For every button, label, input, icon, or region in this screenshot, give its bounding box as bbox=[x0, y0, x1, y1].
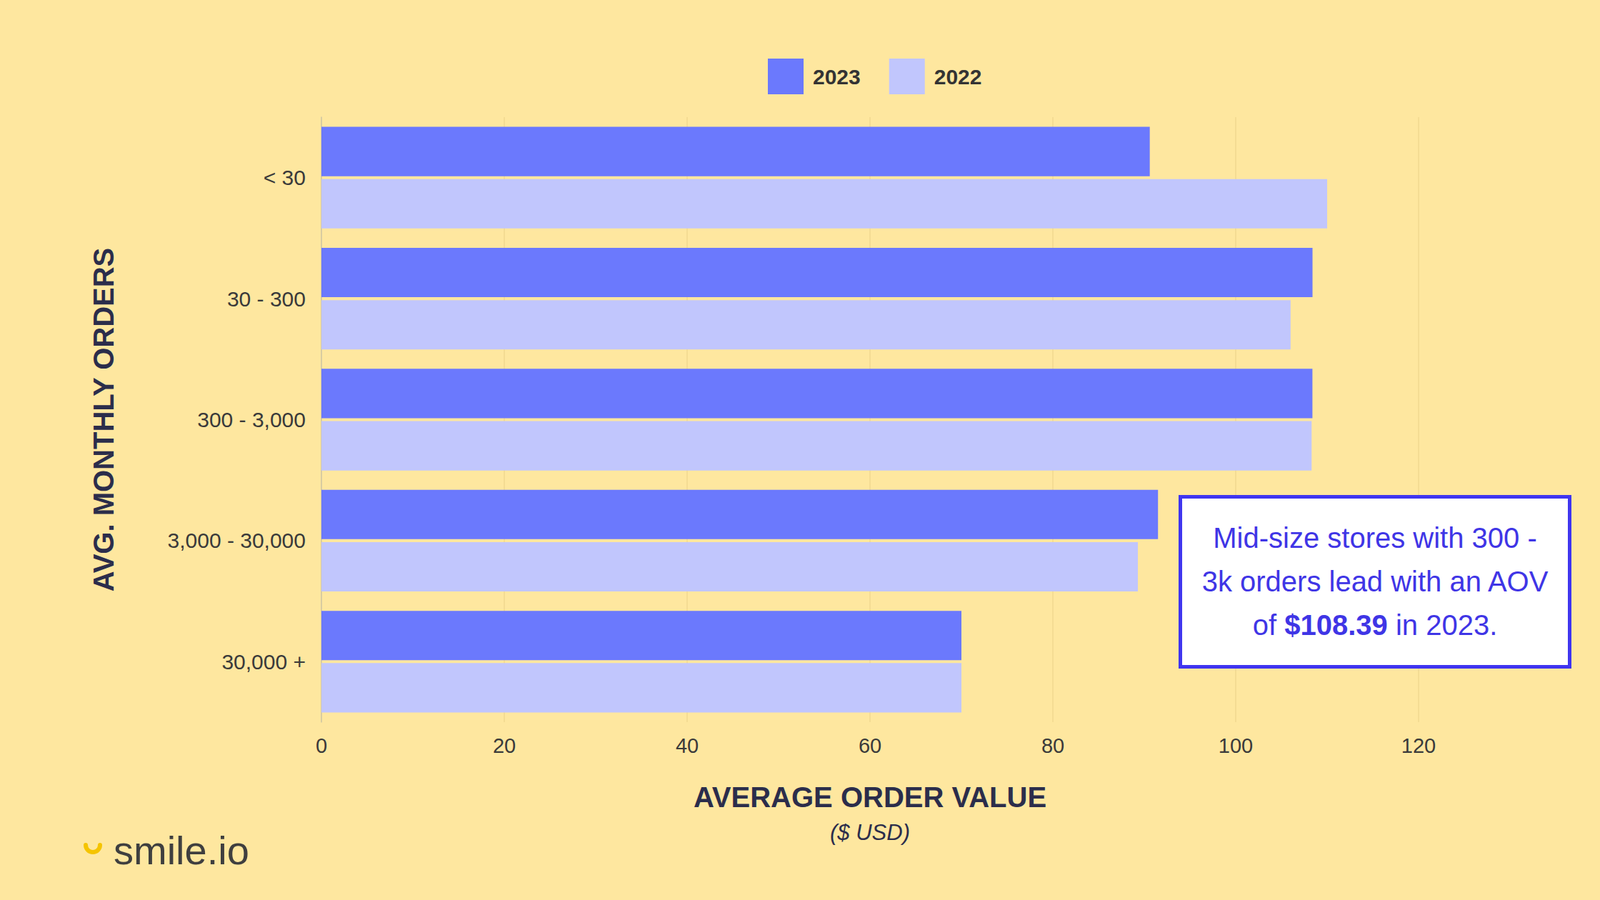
svg-text:60: 60 bbox=[858, 734, 882, 758]
svg-text:AVG. MONTHLY ORDERS: AVG. MONTHLY ORDERS bbox=[87, 247, 120, 593]
svg-text:($ USD): ($ USD) bbox=[830, 820, 910, 845]
html-text:Mid-size stores with 300 - 3k: Mid-size stores with 300 - 3k orders lea… bbox=[1201, 522, 1549, 641]
html-text:smile.io: smile.io bbox=[113, 827, 250, 873]
svg-text:20: 20 bbox=[492, 734, 516, 758]
svg-text:120: 120 bbox=[1401, 734, 1436, 758]
svg-text:3,000 - 30,000: 3,000 - 30,000 bbox=[167, 528, 307, 553]
svg-text:2023: 2023 bbox=[812, 65, 861, 89]
svg-text:30 - 300: 30 - 300 bbox=[227, 287, 306, 311]
svg-text:2022: 2022 bbox=[934, 65, 983, 89]
svg-text:0: 0 bbox=[315, 734, 328, 758]
svg-text:AVERAGE ORDER VALUE: AVERAGE ORDER VALUE bbox=[693, 781, 1047, 813]
svg-text:300 - 3,000: 300 - 3,000 bbox=[197, 407, 306, 432]
svg-text:80: 80 bbox=[1041, 734, 1065, 758]
svg-text:40: 40 bbox=[675, 734, 699, 758]
svg-text:30,000 +: 30,000 + bbox=[221, 650, 306, 674]
svg-text:100: 100 bbox=[1218, 734, 1253, 758]
svg-text:< 30: < 30 bbox=[263, 165, 306, 190]
